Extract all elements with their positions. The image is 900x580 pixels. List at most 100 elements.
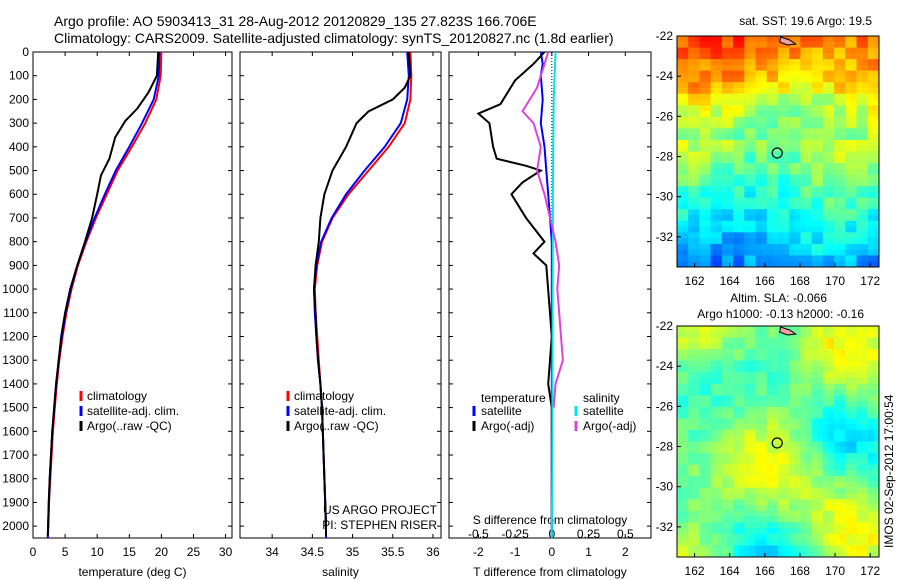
map-cell — [839, 261, 846, 268]
map-cell — [862, 464, 869, 471]
map-cell — [806, 528, 813, 535]
map-cell — [873, 70, 880, 77]
map-cell — [822, 395, 829, 402]
map-cell — [766, 366, 773, 373]
map-cell — [850, 180, 857, 187]
map-cell — [817, 418, 824, 425]
map-cell — [733, 412, 740, 419]
map-cell — [761, 424, 768, 431]
map-cell — [867, 510, 874, 517]
map-cell — [806, 186, 813, 193]
map-cell — [682, 139, 689, 147]
x-tick-label: 2 — [622, 545, 629, 559]
map-cell — [822, 487, 829, 494]
map-cell — [828, 157, 835, 164]
map-cell — [738, 215, 745, 222]
map-cell — [867, 128, 874, 135]
map-cell — [834, 151, 841, 158]
map-cell — [688, 47, 695, 54]
map-cell — [783, 122, 790, 129]
map-cell — [693, 243, 700, 251]
map-cell — [800, 354, 807, 362]
map-cell — [682, 180, 689, 187]
map-cell — [789, 238, 796, 245]
map-cell — [856, 87, 863, 95]
legend-label: Argo(-adj) — [583, 419, 636, 433]
map-cell — [744, 261, 751, 268]
map-cell — [778, 343, 785, 350]
map-cell — [867, 99, 874, 106]
map-cell — [693, 516, 700, 523]
map-cell — [699, 343, 706, 350]
map-cell — [677, 476, 684, 483]
map-cell — [794, 157, 801, 164]
map-cell — [755, 366, 762, 373]
map-cell — [761, 447, 768, 454]
map-cell — [738, 209, 745, 216]
map-cell — [828, 551, 835, 558]
map-cell — [761, 122, 768, 129]
map-cell — [738, 238, 745, 245]
map-cell — [856, 377, 863, 385]
map-cell — [817, 533, 824, 541]
map-cell — [755, 261, 762, 268]
map-cell — [688, 139, 695, 147]
map-cell — [794, 441, 801, 448]
map-cell — [778, 418, 785, 425]
map-cell — [682, 539, 689, 546]
map-cell — [828, 493, 835, 500]
map-cell — [873, 499, 880, 506]
map-cell — [721, 487, 728, 494]
map-cell — [811, 47, 818, 54]
map-cell — [755, 429, 762, 437]
map-cell — [772, 395, 779, 402]
map-cell — [850, 505, 857, 512]
map-cell — [716, 447, 723, 454]
map-cell — [856, 116, 863, 124]
map-cell — [867, 326, 874, 333]
map-cell — [789, 354, 796, 362]
map-cell — [800, 116, 807, 124]
map-cell — [783, 186, 790, 193]
map-cell — [693, 174, 700, 181]
map-cell — [845, 47, 852, 54]
map-cell — [693, 36, 700, 43]
map-cell — [710, 447, 717, 454]
map-cell — [766, 53, 773, 60]
map-cell — [850, 157, 857, 164]
map-cell — [688, 406, 695, 414]
map-cell — [778, 122, 785, 129]
map-cell — [834, 476, 841, 483]
map-cell — [867, 487, 874, 494]
map-cell — [873, 464, 880, 471]
map-cell — [783, 151, 790, 158]
map-cell — [710, 70, 717, 77]
map-cell — [727, 203, 734, 210]
map-cell — [677, 99, 684, 106]
map-cell — [811, 533, 818, 541]
map-cell — [822, 163, 829, 170]
map-cell — [817, 203, 824, 210]
map-cell — [845, 111, 852, 118]
map-cell — [699, 366, 706, 373]
map-cell — [867, 516, 874, 523]
map-cell — [817, 191, 824, 199]
map-cell — [772, 180, 779, 187]
y-tick-label: -28 — [656, 440, 674, 454]
map-cell — [755, 349, 762, 356]
map-cell — [822, 76, 829, 83]
map-cell — [749, 157, 756, 164]
map-cell — [677, 470, 684, 477]
map-cell — [867, 337, 874, 344]
map-cell — [856, 180, 863, 187]
map-cell — [845, 510, 852, 517]
map-cell — [828, 105, 835, 112]
map-cell — [716, 464, 723, 471]
map-cell — [811, 249, 818, 256]
map-cell — [845, 401, 852, 408]
map-cell — [822, 539, 829, 546]
map-cell — [693, 343, 700, 350]
map-cell — [856, 220, 863, 227]
map-cell — [845, 139, 852, 147]
map-cell — [733, 493, 740, 500]
